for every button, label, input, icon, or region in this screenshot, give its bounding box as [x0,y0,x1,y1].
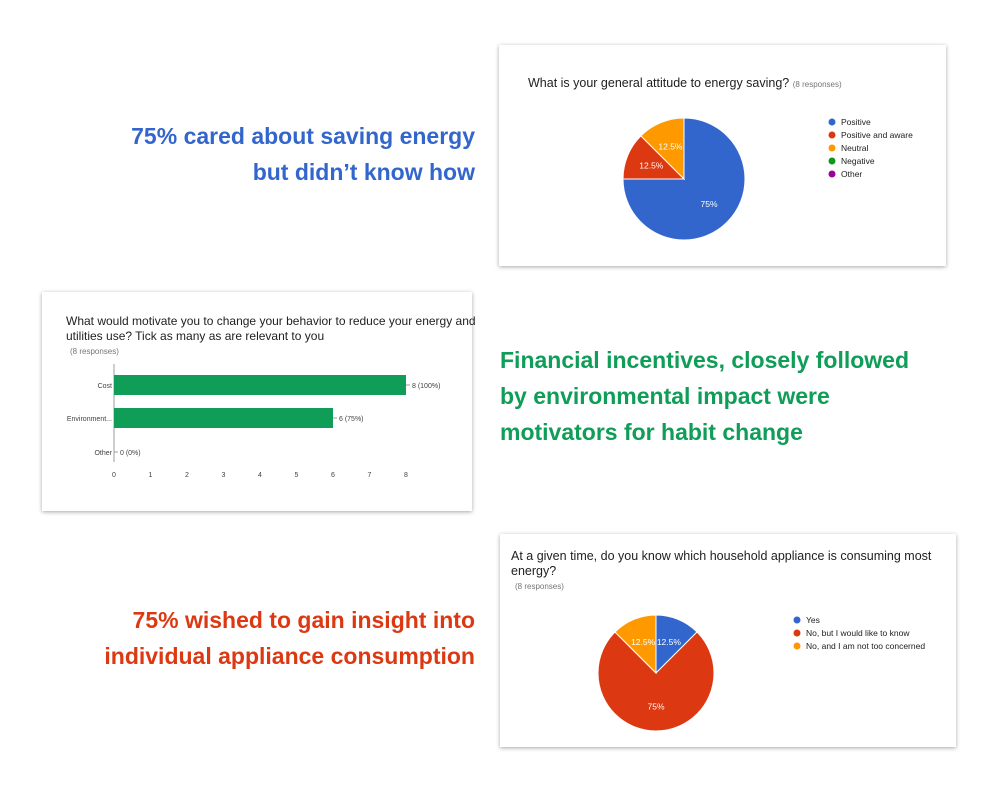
motivation-question-line2: utilities use? Tick as many as are relev… [66,329,325,343]
caption-appliance-line1: 75% wished to gain insight into [132,607,475,633]
attitude-legend-swatch-neutral [828,144,836,152]
appliance-slice-no-and-i-am-not-too-concerned [614,614,657,675]
attitude-legend-neutral: Neutral [841,143,869,153]
motivation-x-tick-0: 0 [112,472,116,479]
caption-financial-line3: motivators for habit change [500,419,803,445]
appliance-responses: (8 responses) [515,582,564,591]
caption-energy-care-line1: 75% cared about saving energy [131,123,475,149]
motivation-x-tick-7: 7 [368,472,372,479]
motivation-chart-card: What would motivate you to change your b… [42,292,476,511]
attitude-legend-swatch-positive [828,118,836,126]
attitude-legend-swatch-other [828,170,836,178]
attitude-responses: (8 responses) [792,80,842,89]
caption-financial-line2: by environmental impact were [500,383,830,409]
motivation-category-environment: Environment... [67,416,112,423]
motivation-bar-chart: Cost 8 (100%) Environment... 6 (75%) Other 0 … [67,364,440,479]
attitude-legend-positive-and-aware: Positive and aware [841,130,913,140]
attitude-slice-label-neutral: 12.5% [658,141,683,151]
appliance-slice-label-yes: 12.5% [657,637,682,647]
attitude-slice-label-positive-and-aware: 12.5% [639,160,664,170]
motivation-x-tick-1: 1 [149,472,153,479]
attitude-question: What is your general attitude to energy … [528,76,790,90]
attitude-slice-neutral [640,117,685,181]
motivation-value-label-other: 0 (0%) [120,450,141,457]
motivation-question-line1: What would motivate you to change your b… [66,314,476,328]
motivation-x-tick-4: 4 [258,472,262,479]
appliance-legend-swatch-no-but-i-would-like-to-know [793,629,801,637]
motivation-bar-environment [114,408,333,428]
motivation-x-tick-3: 3 [222,472,226,479]
appliance-slice-label-no-and-i-am-not-too-concerned: 12.5% [631,637,656,647]
appliance-legend-yes: Yes [806,615,820,625]
attitude-legend-swatch-negative [828,157,836,165]
attitude-legend-swatch-positive-and-aware [828,131,836,139]
appliance-legend-swatch-yes [793,616,801,624]
appliance-slice-no-but-i-would-like-to-know [597,631,715,732]
attitude-chart-title: What is your general attitude to energy … [528,76,842,92]
caption-financial-line1: Financial incentives, closely followed [500,347,910,373]
motivation-value-label-environment: 6 (75%) [339,416,364,423]
motivation-category-cost: Cost [98,383,112,390]
caption-energy-care-line2: but didn’t know how [252,159,475,185]
appliance-question-line2: energy? [511,564,557,578]
appliance-legend-no-but-i-would-like-to-know: No, but I would like to know [806,628,910,638]
motivation-category-other: Other [94,450,112,457]
appliance-chart-card: At a given time, do you know which house… [500,534,956,747]
caption-appliance-insight: 75% wished to gain insight into individu… [60,602,475,674]
attitude-pie-chart: 75% Positive 12.5% Positive and aware 12.5% N… [622,117,913,241]
attitude-slice-label-positive: 75% [701,199,718,209]
motivation-responses: (8 responses) [70,347,119,356]
motivation-chart-title: What would motivate you to change your b… [66,314,476,359]
attitude-chart-card: What is your general attitude to energy … [499,45,946,266]
appliance-chart-title: At a given time, do you know which house… [511,549,931,594]
appliance-pie-chart: 12.5% Yes 75% No, but I would like to know 1… [597,614,925,732]
motivation-x-tick-6: 6 [331,472,335,479]
caption-energy-care: 75% cared about saving energy but didn’t… [90,118,475,190]
appliance-question-line1: At a given time, do you know which house… [511,549,932,563]
caption-appliance-line2: individual appliance consumption [104,643,475,669]
motivation-x-tick-8: 8 [404,472,408,479]
appliance-slice-label-no-but-i-would-like-to-know: 75% [647,702,664,712]
appliance-legend-no-and-i-am-not-too-concerned: No, and I am not too concerned [806,641,925,651]
caption-financial-incentives: Financial incentives, closely followed b… [500,342,970,450]
motivation-x-tick-2: 2 [185,472,189,479]
appliance-legend-swatch-no-and-i-am-not-too-concerned [793,642,801,650]
attitude-legend-positive: Positive [841,117,871,127]
motivation-bar-cost [114,375,406,395]
motivation-value-label-cost: 8 (100%) [412,383,440,390]
attitude-legend-negative: Negative [841,156,875,166]
motivation-x-tick-5: 5 [295,472,299,479]
attitude-legend-other: Other [841,169,862,179]
